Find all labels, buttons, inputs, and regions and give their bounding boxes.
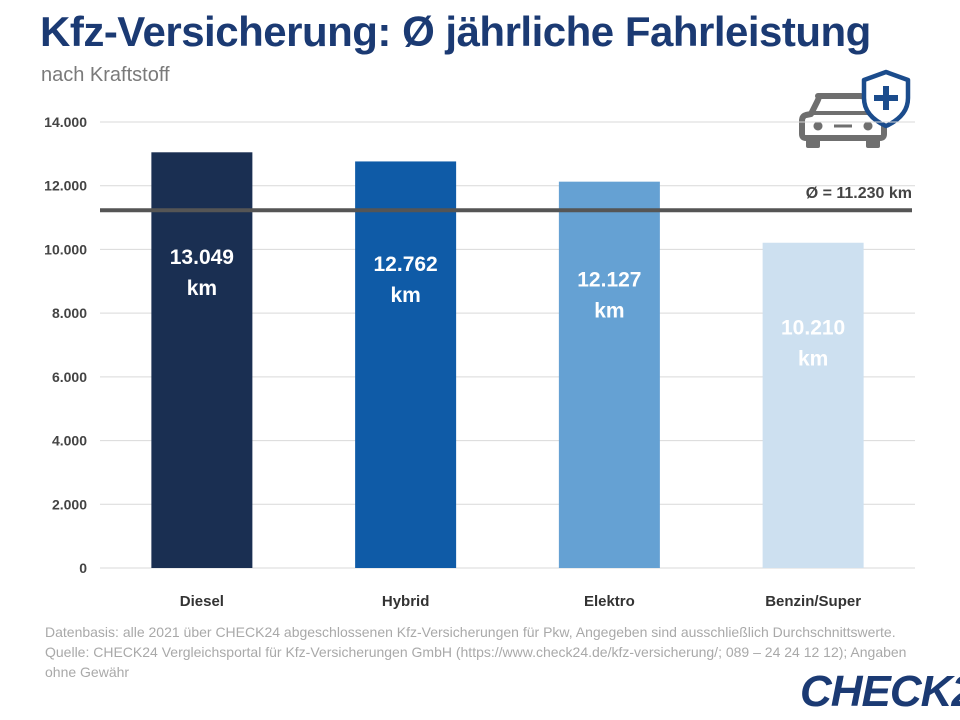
y-tick-label: 6.000 (52, 369, 87, 385)
bar-value-label: 10.210 (781, 316, 845, 339)
car-shield-plus-icon (796, 68, 916, 158)
footnote-source: Quelle: CHECK24 Vergleichsportal für Kfz… (45, 644, 907, 680)
y-tick-label: 8.000 (52, 305, 87, 321)
x-category-label: Benzin/Super (765, 593, 861, 610)
bar-unit-label: km (390, 284, 420, 307)
y-tick-label: 10.000 (44, 241, 87, 257)
x-axis-categories: Diesel Hybrid Elektro Benzin/Super (180, 593, 861, 610)
bar-value-label: 13.049 (170, 246, 234, 269)
bar-unit-label: km (187, 277, 217, 300)
y-axis-ticks: 0 2.000 4.000 6.000 8.000 10.000 12.000 14.000 (44, 114, 87, 576)
bar-unit-label: km (594, 300, 624, 323)
x-category-label: Elektro (584, 593, 635, 610)
bar-value-label: 12.762 (374, 253, 438, 276)
bar-chart: 02.0004.0006.0008.00010.00012.00014.000 … (44, 114, 915, 610)
bar-hybrid (355, 161, 457, 568)
average-line-group: Ø = 11.230 km (100, 185, 912, 213)
y-tick-label: 12.000 (44, 178, 87, 194)
bar-benzin-super (762, 242, 864, 568)
bars (151, 152, 864, 568)
y-tick-label: 2.000 (52, 496, 87, 512)
bar-unit-label: km (798, 347, 828, 370)
average-label: Ø = 11.230 km (806, 185, 912, 202)
footnote: Datenbasis: alle 2021 über CHECK24 abges… (45, 622, 935, 682)
bar-diesel (151, 152, 253, 568)
footnote-data-basis: Datenbasis: alle 2021 über CHECK24 abges… (45, 624, 896, 640)
bar-value-labels: 13.049 km 12.762 km 12.127 km 10.210 km (170, 246, 845, 371)
page-title: Kfz-Versicherung: Ø jährliche Fahrleistu… (40, 8, 871, 55)
x-category-label: Hybrid (382, 593, 430, 610)
page-subtitle: nach Kraftstoff (41, 64, 170, 86)
y-tick-label: 14.000 (44, 114, 87, 130)
bar-elektro (558, 181, 660, 568)
y-tick-label: 4.000 (52, 433, 87, 449)
y-tick-label: 0 (79, 560, 87, 576)
x-category-label: Diesel (180, 593, 224, 610)
check24-logo: CHECK24 (800, 667, 960, 716)
bar-value-label: 12.127 (577, 269, 641, 292)
